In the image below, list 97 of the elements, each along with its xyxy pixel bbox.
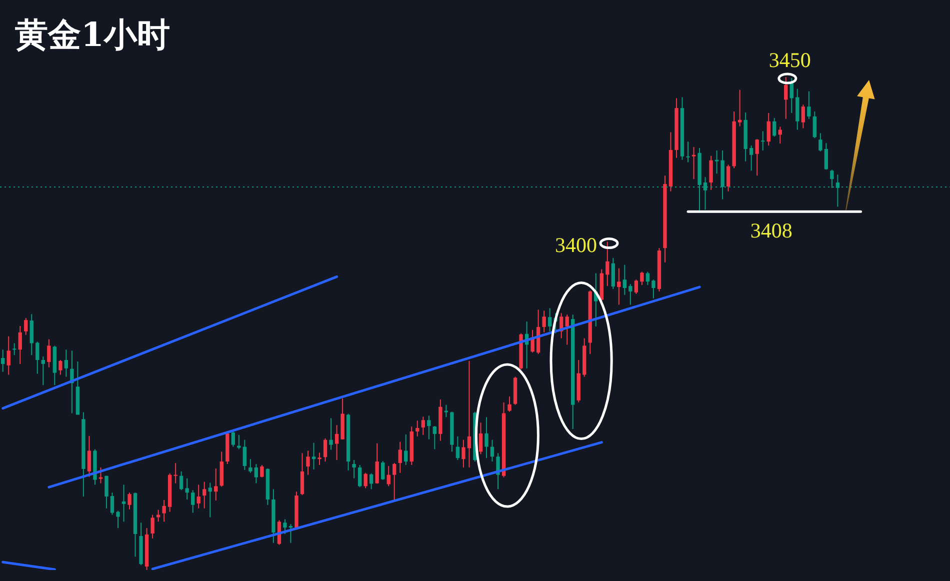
candlestick <box>58 359 62 376</box>
candlestick <box>761 130 765 151</box>
candlestick <box>334 424 339 461</box>
candlestick <box>375 442 379 484</box>
candlestick <box>801 104 805 129</box>
candlestick <box>611 257 615 290</box>
candlestick <box>456 436 460 461</box>
candlestick <box>185 478 189 500</box>
candlestick <box>260 464 264 478</box>
candlestick <box>749 145 754 172</box>
candlestick <box>421 416 425 436</box>
candlestick <box>36 341 40 374</box>
candlestick <box>807 90 811 120</box>
candlestick <box>738 89 742 127</box>
candlestick <box>288 524 293 544</box>
candlestick <box>818 132 822 152</box>
candlestick <box>542 310 546 333</box>
candlestick <box>686 141 690 163</box>
candlestick <box>508 396 512 412</box>
candlestick <box>622 264 627 296</box>
candlestick <box>323 438 328 462</box>
candlestick <box>392 462 396 501</box>
candlestick <box>709 155 713 190</box>
candlestick <box>640 271 644 286</box>
candlestick <box>646 271 650 286</box>
chart-title: 黄金1小时 <box>15 15 170 55</box>
candlestick <box>726 164 730 192</box>
candlestick <box>174 462 178 484</box>
candlestick <box>386 465 390 487</box>
candlestick <box>490 439 494 462</box>
candlestick <box>824 142 828 170</box>
candlestick <box>47 338 51 368</box>
candlestick <box>427 415 431 440</box>
candlestick <box>254 464 258 484</box>
candlestick <box>812 111 817 139</box>
candlestick <box>416 420 420 437</box>
candlestick <box>128 492 132 510</box>
candlestick <box>692 146 696 180</box>
candlestick <box>318 452 322 466</box>
candlestick <box>467 360 472 468</box>
candlestick <box>432 426 437 450</box>
candlestick <box>478 422 483 455</box>
candlestick <box>191 490 195 514</box>
candlestick <box>714 150 719 174</box>
candlestick <box>784 77 788 120</box>
candlestick <box>18 325 22 364</box>
candlestick <box>628 284 632 306</box>
candlestick <box>306 450 310 476</box>
candlestick <box>150 514 154 539</box>
candlestick <box>606 241 610 287</box>
candlestick <box>766 112 770 146</box>
candlestick <box>755 138 759 176</box>
candlestick <box>24 318 28 336</box>
candlestick <box>634 279 638 294</box>
candlestick <box>179 470 184 491</box>
annotation: 3408 <box>750 218 792 243</box>
candlestick <box>208 482 212 518</box>
candlestick <box>116 510 120 529</box>
candlestick <box>484 416 488 459</box>
candlestick <box>462 439 466 468</box>
candlestick <box>6 336 10 376</box>
candlestick <box>352 460 356 479</box>
candlestick <box>12 342 16 356</box>
candlestick <box>104 475 108 509</box>
candlestick <box>87 435 92 478</box>
candlestick <box>162 499 166 522</box>
candlestick <box>548 308 552 332</box>
candlestick <box>398 441 402 474</box>
annotation: 3400 <box>555 233 597 257</box>
candlestick <box>242 439 247 470</box>
candlestick <box>98 466 103 484</box>
candlestick <box>30 314 34 356</box>
candlestick <box>283 518 287 535</box>
candlestick <box>496 452 500 490</box>
candlestick <box>404 434 408 466</box>
candlestick <box>358 464 362 488</box>
candlestick <box>214 468 218 501</box>
candlestick <box>231 430 235 448</box>
candlestick <box>329 418 333 450</box>
candlestick <box>617 268 621 306</box>
candlestick <box>64 349 68 378</box>
candlestick <box>300 452 304 496</box>
candlestick <box>196 484 200 509</box>
candlestick <box>381 460 385 480</box>
candlestick <box>248 458 252 474</box>
candlestick <box>369 472 374 490</box>
candlestick <box>202 481 206 509</box>
candlestick <box>565 314 569 346</box>
candlestick <box>1 349 5 372</box>
candlestick <box>122 484 126 522</box>
candlestick <box>312 442 316 470</box>
candlestick <box>110 492 114 516</box>
candlestick <box>364 472 368 489</box>
annotation: 3450 <box>768 48 811 72</box>
candlestick <box>41 356 45 386</box>
candlestick <box>652 279 656 299</box>
candlestick <box>772 117 776 138</box>
